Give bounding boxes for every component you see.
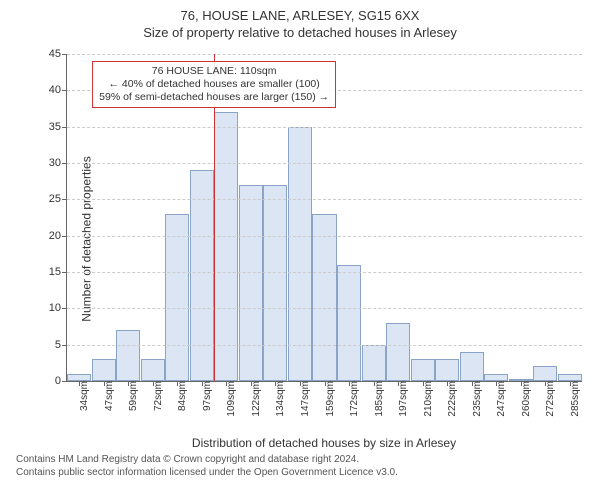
y-tick-label: 30 (49, 157, 67, 169)
histogram-bar (411, 359, 435, 381)
x-tick-label: 235sqm (466, 381, 483, 417)
annotation-line: 59% of semi-detached houses are larger (… (99, 91, 329, 104)
chart-area: Number of detached properties 0510152025… (8, 44, 592, 434)
y-tick-label: 20 (49, 230, 67, 242)
x-tick-label: 134sqm (269, 381, 286, 417)
histogram-bar (263, 185, 287, 381)
x-axis-label: Distribution of detached houses by size … (8, 436, 592, 450)
y-tick-label: 10 (49, 302, 67, 314)
y-tick-label: 25 (49, 193, 67, 205)
x-tick-label: 159sqm (319, 381, 336, 417)
histogram-bar (116, 330, 140, 381)
histogram-bar (214, 112, 238, 381)
x-tick-label: 247sqm (490, 381, 507, 417)
x-tick-label: 210sqm (417, 381, 434, 417)
histogram-bar (362, 345, 386, 381)
x-tick-label: 272sqm (539, 381, 556, 417)
x-tick-label: 72sqm (147, 381, 164, 411)
histogram-bar (435, 359, 459, 381)
x-tick-label: 147sqm (294, 381, 311, 417)
chart-container: 76, HOUSE LANE, ARLESEY, SG15 6XX Size o… (0, 0, 600, 500)
x-tick-label: 222sqm (441, 381, 458, 417)
grid-line (67, 272, 582, 273)
grid-line (67, 163, 582, 164)
y-tick-label: 45 (49, 48, 67, 60)
x-tick-label: 47sqm (98, 381, 115, 411)
grid-line (67, 127, 582, 128)
histogram-bar (92, 359, 116, 381)
footer-line-2: Contains public sector information licen… (16, 467, 592, 480)
histogram-bar (239, 185, 263, 381)
x-tick-label: 285sqm (564, 381, 581, 417)
histogram-bar (141, 359, 165, 381)
annotation-line: ← 40% of detached houses are smaller (10… (99, 78, 329, 91)
histogram-bar (190, 170, 214, 381)
histogram-bar (460, 352, 484, 381)
x-tick-label: 97sqm (196, 381, 213, 411)
plot-region: 05101520253035404534sqm47sqm59sqm72sqm84… (66, 54, 582, 382)
y-tick-label: 15 (49, 266, 67, 278)
histogram-bar (165, 214, 189, 381)
grid-line (67, 199, 582, 200)
annotation-line: 76 HOUSE LANE: 110sqm (99, 65, 329, 78)
grid-line (67, 54, 582, 55)
x-tick-label: 260sqm (515, 381, 532, 417)
footer-attribution: Contains HM Land Registry data © Crown c… (8, 454, 592, 479)
y-tick-label: 0 (55, 375, 67, 387)
x-tick-label: 197sqm (392, 381, 409, 417)
title-main: 76, HOUSE LANE, ARLESEY, SG15 6XX (8, 8, 592, 23)
histogram-bar (533, 366, 557, 381)
annotation-box: 76 HOUSE LANE: 110sqm← 40% of detached h… (92, 61, 336, 108)
histogram-bar (337, 265, 361, 381)
x-tick-label: 84sqm (171, 381, 188, 411)
y-tick-label: 5 (55, 339, 67, 351)
x-tick-label: 59sqm (122, 381, 139, 411)
grid-line (67, 308, 582, 309)
grid-line (67, 236, 582, 237)
x-tick-label: 172sqm (343, 381, 360, 417)
x-tick-label: 185sqm (368, 381, 385, 417)
grid-line (67, 345, 582, 346)
histogram-bar (558, 374, 582, 381)
histogram-bar (67, 374, 91, 381)
histogram-bar (386, 323, 410, 381)
footer-line-1: Contains HM Land Registry data © Crown c… (16, 454, 592, 467)
x-tick-label: 34sqm (73, 381, 90, 411)
y-tick-label: 40 (49, 84, 67, 96)
histogram-bar (288, 127, 312, 381)
x-tick-label: 109sqm (220, 381, 237, 417)
x-tick-label: 122sqm (245, 381, 262, 417)
title-sub: Size of property relative to detached ho… (8, 25, 592, 40)
y-tick-label: 35 (49, 121, 67, 133)
histogram-bar (484, 374, 508, 381)
histogram-bar (312, 214, 336, 381)
